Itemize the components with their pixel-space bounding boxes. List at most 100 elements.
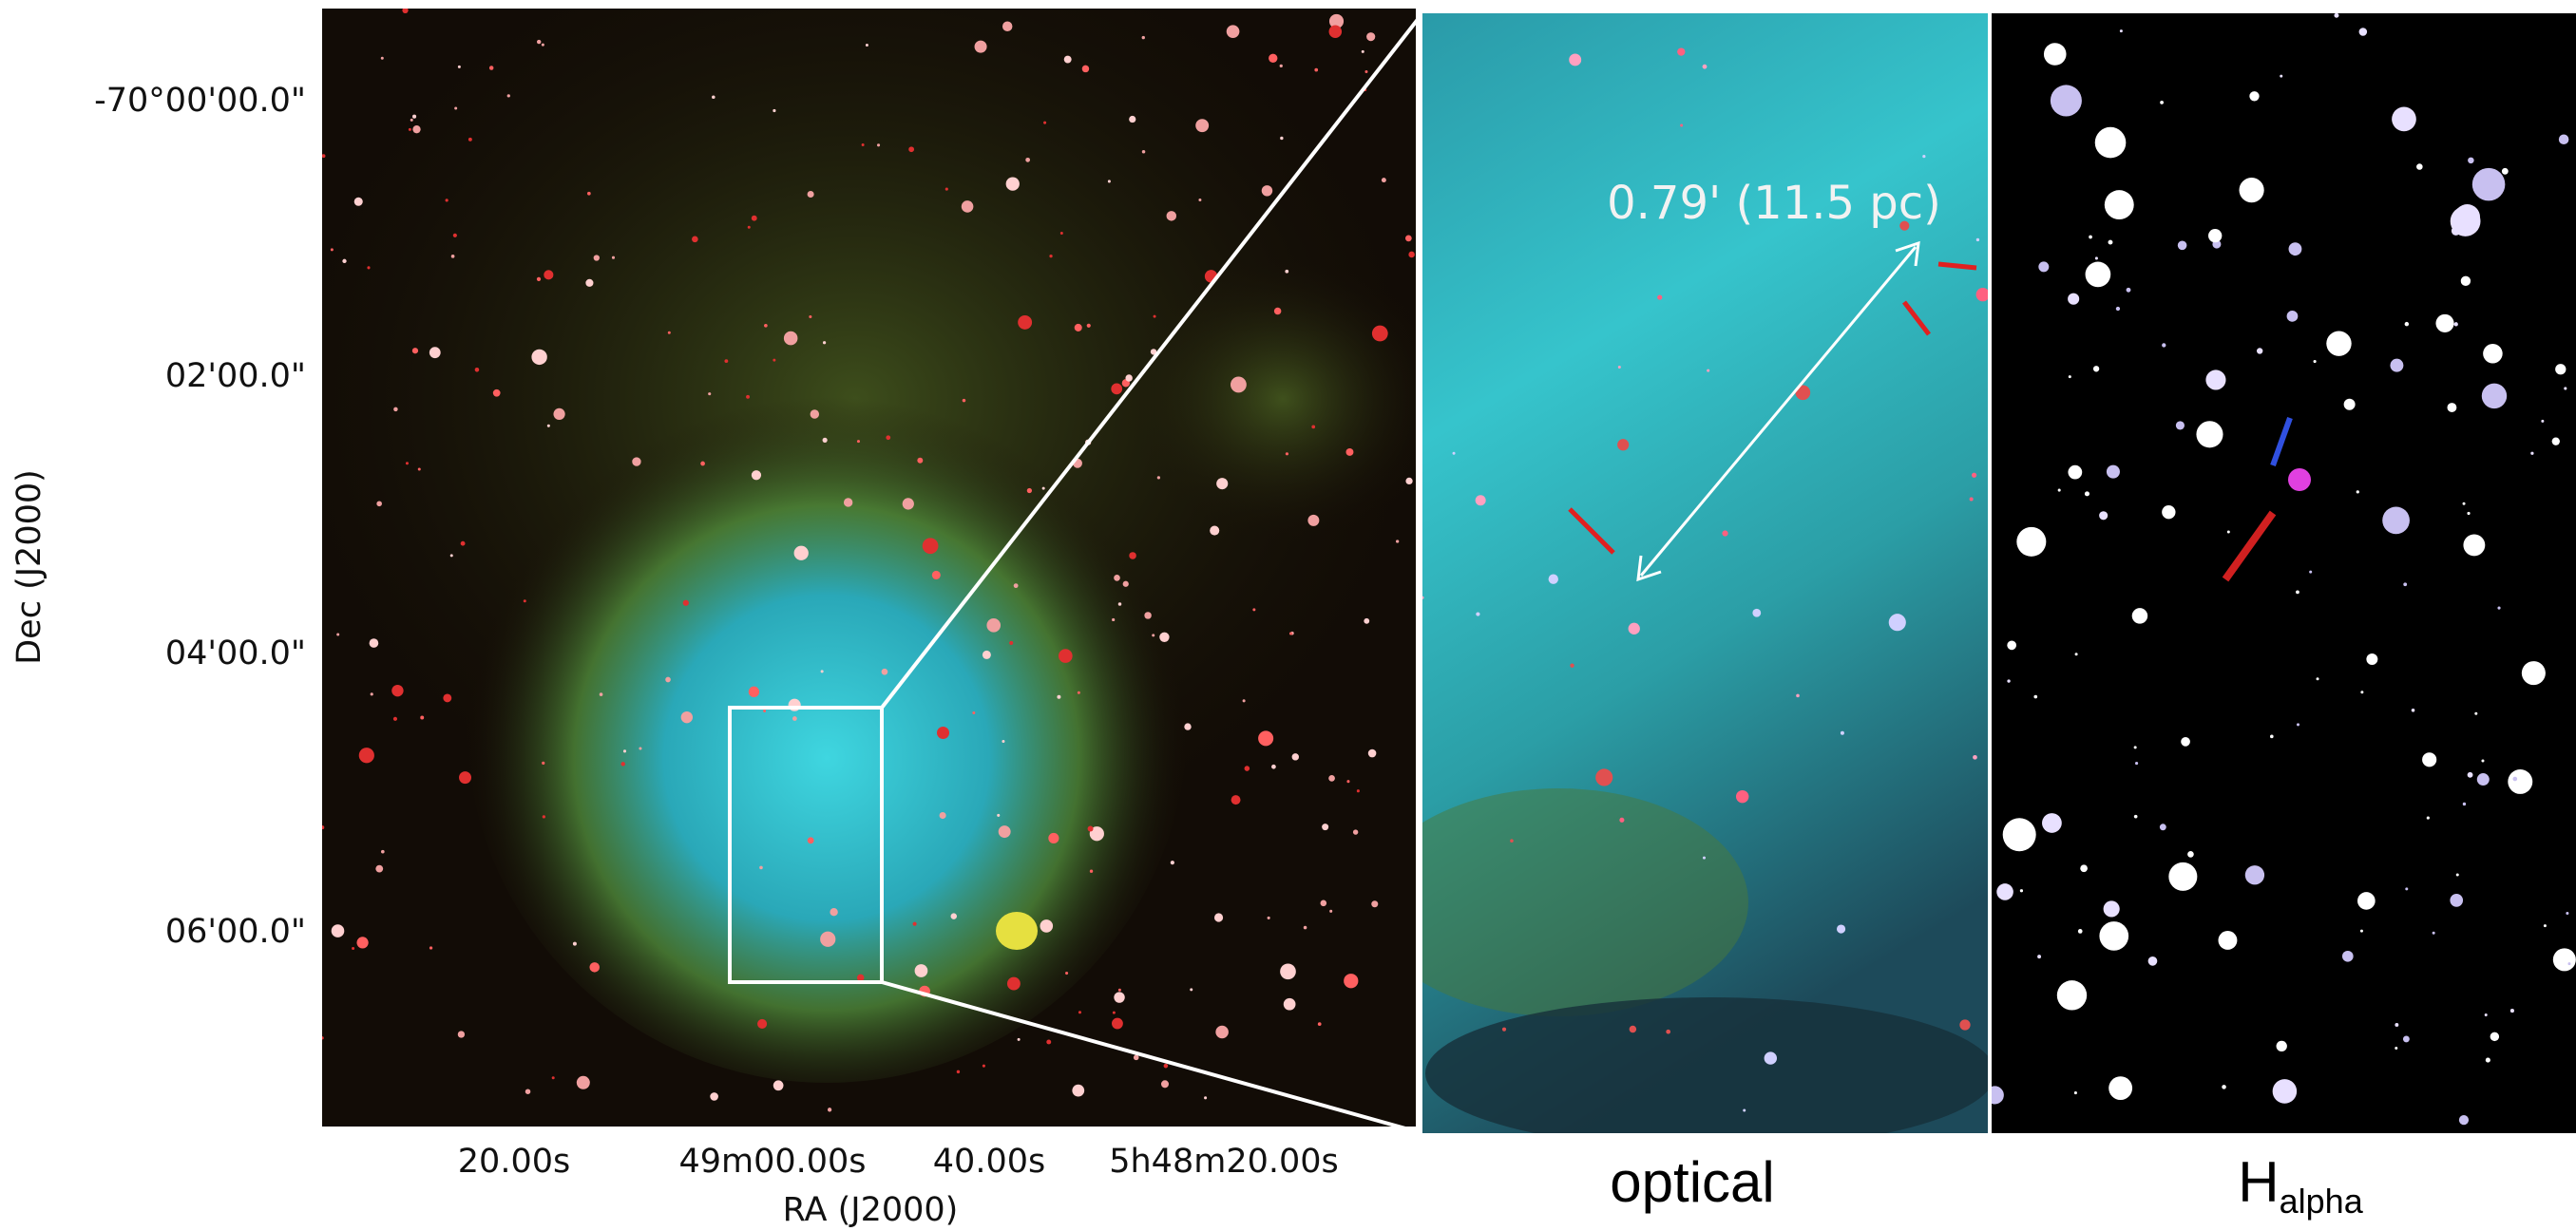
star: [410, 119, 413, 122]
star: [2483, 344, 2503, 364]
y-tick-label: -70°00'00.0": [94, 82, 306, 120]
star: [2020, 889, 2023, 892]
page: 0.79' (11.5 pc) -70°00'00.0" 02'00.0" 04…: [0, 0, 2576, 1231]
star: [1014, 583, 1019, 588]
star: [830, 908, 837, 916]
star: [2089, 236, 2092, 239]
star: [1722, 530, 1727, 536]
star: [1703, 857, 1706, 860]
star: [1345, 448, 1353, 456]
star: [2435, 314, 2453, 332]
x-tick-label: 20.00s: [458, 1143, 570, 1181]
star: [2037, 955, 2041, 958]
star: [2461, 276, 2471, 286]
star: [2007, 640, 2016, 650]
star: [1049, 255, 1052, 257]
star: [1677, 47, 1685, 55]
star: [1007, 977, 1021, 991]
star: [547, 425, 550, 427]
star: [553, 408, 564, 420]
star: [1311, 426, 1315, 429]
star: [2512, 777, 2517, 782]
star: [963, 399, 966, 403]
star: [2249, 91, 2259, 101]
star: [712, 95, 716, 99]
star: [1996, 883, 2013, 900]
star: [1405, 236, 1412, 242]
star: [2392, 107, 2416, 132]
star: [1243, 699, 1246, 702]
star: [2044, 43, 2067, 66]
star: [2486, 1058, 2490, 1063]
star: [1075, 324, 1082, 331]
star: [2451, 206, 2481, 237]
star: [1002, 740, 1004, 743]
star: [940, 812, 946, 819]
star: [2412, 709, 2415, 712]
star: [2395, 1023, 2398, 1027]
star: [2078, 929, 2083, 934]
star: [2187, 851, 2194, 858]
star: [406, 462, 409, 464]
star: [332, 924, 345, 937]
star: [1214, 913, 1223, 921]
star: [844, 498, 852, 506]
star: [1161, 1080, 1169, 1088]
star: [544, 270, 553, 279]
star: [2567, 962, 2570, 965]
star: [331, 248, 334, 251]
star: [820, 932, 835, 947]
star: [1736, 790, 1748, 803]
star: [1629, 623, 1640, 634]
star: [2068, 294, 2079, 305]
star: [1268, 917, 1270, 919]
star: [1129, 552, 1136, 559]
star: [2366, 653, 2377, 665]
star: [2357, 490, 2359, 493]
star: [1157, 476, 1160, 479]
star: [2085, 491, 2089, 496]
star: [552, 1076, 555, 1079]
star: [1289, 632, 1292, 634]
star: [2160, 824, 2166, 830]
star: [507, 94, 510, 97]
star: [2240, 178, 2264, 202]
star: [2309, 571, 2312, 574]
star: [975, 41, 987, 53]
star: [1082, 66, 1089, 72]
x-axis-label: RA (J2000): [783, 1191, 959, 1229]
star: [1304, 926, 1307, 930]
star: [1271, 765, 1276, 769]
star: [2482, 384, 2507, 408]
star: [2257, 348, 2262, 353]
star: [2541, 420, 2544, 423]
star: [621, 762, 625, 766]
star: [1973, 755, 1977, 760]
star: [577, 1076, 590, 1089]
star: [1274, 308, 1282, 315]
star: [2467, 512, 2470, 515]
star: [2463, 534, 2485, 556]
star: [1280, 65, 1283, 67]
star: [1215, 1026, 1229, 1039]
x-tick-label: 40.00s: [933, 1143, 1045, 1181]
scale-annotation: 0.79' (11.5 pc): [1607, 177, 1941, 230]
star: [2468, 158, 2474, 164]
star: [375, 865, 383, 873]
x-tick-label: 5h48m20.00s: [1109, 1143, 1339, 1181]
star: [2227, 530, 2230, 533]
star: [2168, 862, 2197, 891]
star: [1371, 900, 1378, 907]
x-tick-label: 49m00.00s: [678, 1143, 866, 1181]
star: [999, 825, 1011, 838]
star: [1204, 1096, 1207, 1099]
star: [1344, 974, 1358, 988]
halpha-label: Halpha: [2238, 1150, 2363, 1221]
star: [1285, 270, 1288, 274]
star: [2273, 1079, 2298, 1104]
star: [1595, 768, 1612, 786]
star: [2416, 163, 2423, 170]
star: [354, 198, 363, 206]
star: [1368, 749, 1377, 758]
star: [913, 922, 917, 926]
